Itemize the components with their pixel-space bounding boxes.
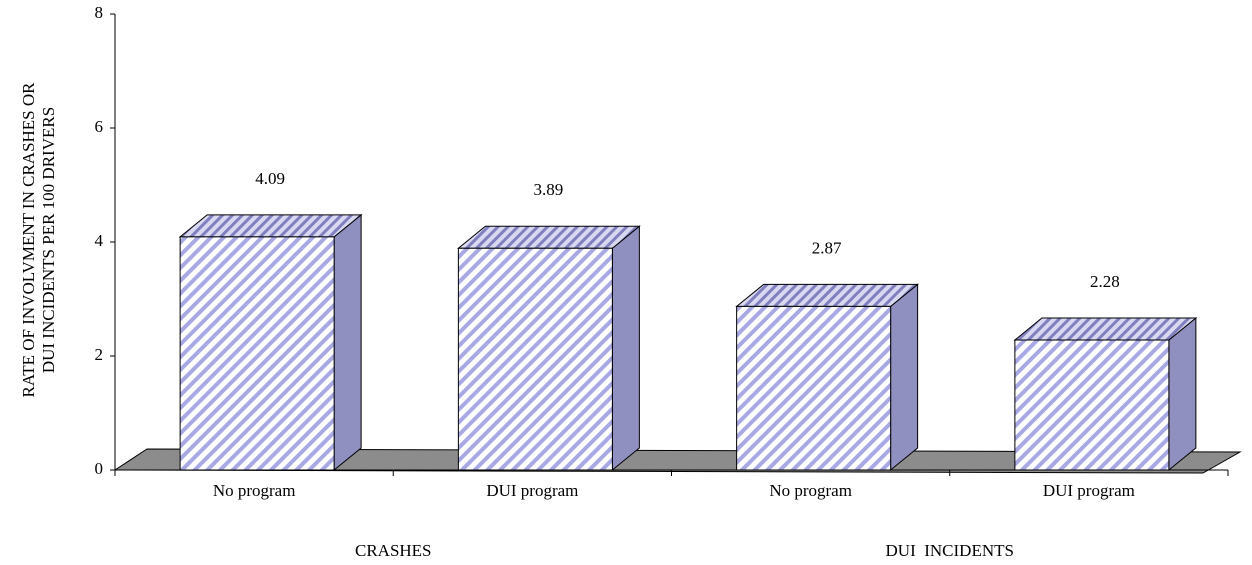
y-tick-label: 4 bbox=[95, 231, 104, 250]
x-tick-label: DUI program bbox=[1043, 481, 1135, 500]
bar bbox=[736, 305, 892, 471]
value-label: 3.89 bbox=[534, 180, 564, 199]
value-label: 2.28 bbox=[1090, 272, 1120, 291]
y-tick-label: 2 bbox=[95, 345, 104, 364]
floor bbox=[113, 448, 1242, 474]
bar bbox=[1014, 339, 1170, 471]
bar-side bbox=[890, 283, 919, 472]
bar bbox=[179, 236, 335, 471]
bar-side bbox=[1168, 316, 1197, 472]
bar-top bbox=[178, 214, 363, 238]
bar-top bbox=[1013, 317, 1198, 341]
bar-top bbox=[456, 225, 641, 249]
bar-side bbox=[333, 213, 362, 472]
value-label: 2.87 bbox=[812, 238, 842, 257]
bar bbox=[457, 247, 613, 471]
y-tick-label: 8 bbox=[95, 3, 104, 22]
bar-side bbox=[611, 225, 640, 472]
bar-top bbox=[735, 283, 920, 307]
group-label: CRASHES bbox=[355, 541, 432, 560]
y-tick-label: 0 bbox=[95, 459, 104, 478]
group-label: DUI INCIDENTS bbox=[886, 541, 1014, 560]
x-tick-label: DUI program bbox=[486, 481, 578, 500]
y-axis-label: RATE OF INVOLVMENT IN CRASHES OR bbox=[19, 82, 38, 398]
y-tick-label: 6 bbox=[95, 117, 104, 136]
y-axis-label: DUI INCIDENTS PER 100 DRIVERS bbox=[39, 107, 58, 373]
value-label: 4.09 bbox=[255, 169, 285, 188]
x-tick-label: No program bbox=[769, 481, 852, 500]
x-tick-label: No program bbox=[213, 481, 296, 500]
